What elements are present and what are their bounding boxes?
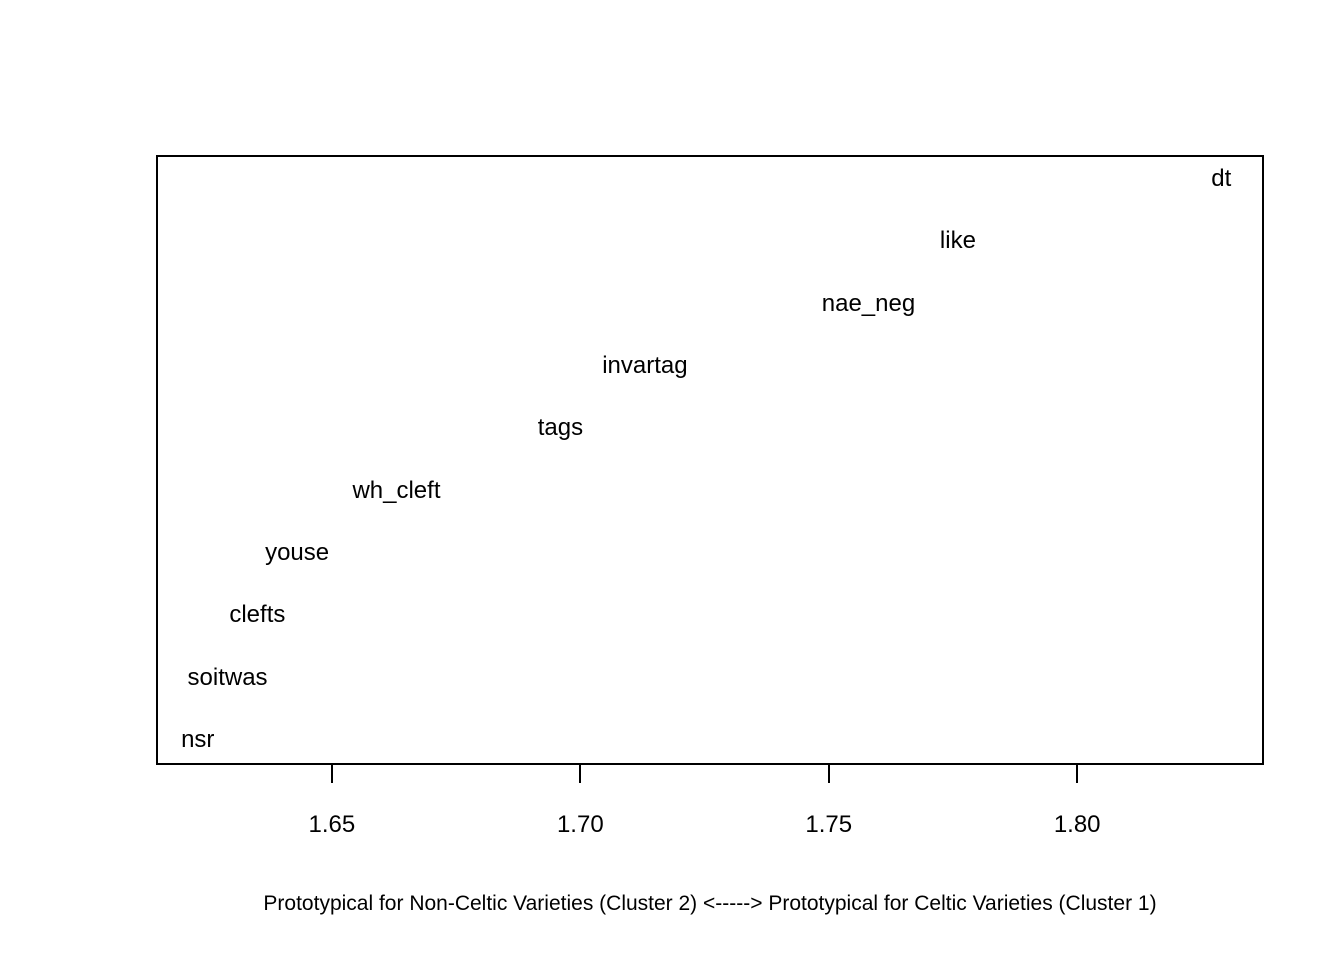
data-point-label: soitwas bbox=[187, 663, 268, 691]
x-axis-tick-label: 1.65 bbox=[308, 811, 356, 838]
data-point-label: wh_cleft bbox=[352, 476, 441, 504]
x-axis-tick-label: 1.75 bbox=[805, 811, 853, 838]
data-point-label: nsr bbox=[181, 725, 215, 753]
x-axis-label: Prototypical for Non-Celtic Varieties (C… bbox=[263, 892, 1157, 915]
data-point-label: like bbox=[939, 227, 976, 255]
data-point-label: nae_neg bbox=[821, 289, 916, 317]
x-axis-tick bbox=[330, 763, 333, 783]
data-point-label: dt bbox=[1211, 165, 1232, 193]
x-axis-tick-label: 1.70 bbox=[556, 811, 604, 838]
data-point-label: youse bbox=[265, 538, 330, 566]
x-axis-tick-label: 1.80 bbox=[1053, 811, 1101, 838]
x-axis-tick bbox=[827, 763, 830, 783]
data-point-label: clefts bbox=[229, 601, 286, 629]
x-axis-tick bbox=[579, 763, 582, 783]
x-axis-tick bbox=[1076, 763, 1079, 783]
data-point-label: tags bbox=[537, 414, 584, 442]
data-point-label: invartag bbox=[602, 352, 688, 380]
plot-area bbox=[156, 155, 1264, 765]
